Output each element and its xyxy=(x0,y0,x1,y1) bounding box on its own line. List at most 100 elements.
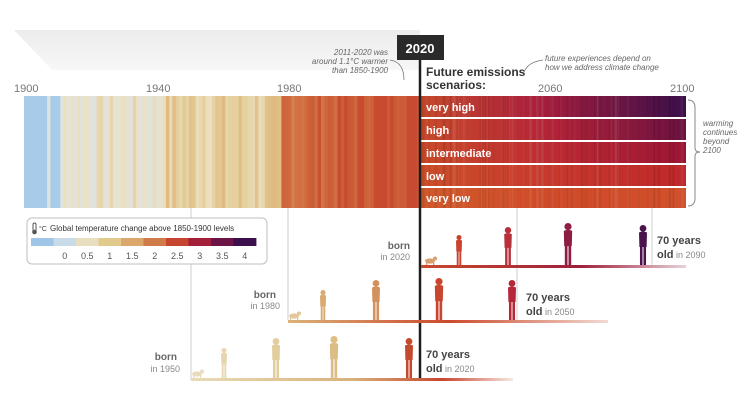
past-stripe xyxy=(80,96,84,208)
svg-text:2100: 2100 xyxy=(702,146,721,155)
legend-swatch xyxy=(31,238,54,246)
header-shade xyxy=(14,30,420,70)
band-separator xyxy=(421,186,686,188)
past-stripe xyxy=(344,96,348,208)
past-stripe xyxy=(116,96,121,208)
band-texture-stripe xyxy=(586,96,588,208)
future-title: Future emissions scenarios: xyxy=(426,65,526,92)
past-stripe xyxy=(37,96,42,208)
band-texture-stripe xyxy=(680,96,682,208)
past-stripe xyxy=(198,96,203,208)
past-stripe xyxy=(255,96,259,208)
legend-tick-label: 3 xyxy=(197,251,202,261)
band-texture-stripe xyxy=(453,96,455,208)
legend-unit: °C xyxy=(39,225,47,233)
past-stripe xyxy=(83,96,88,208)
svg-text:how we address climate change: how we address climate change xyxy=(545,63,659,72)
band-texture-stripe xyxy=(549,96,551,208)
past-stripe xyxy=(261,96,266,208)
band-texture-stripe xyxy=(456,96,458,208)
past-note: 2011-2020 was around 1.1°C warmer than 1… xyxy=(312,48,389,75)
band-texture-stripe xyxy=(454,96,456,208)
svg-text:than 1850-1900: than 1850-1900 xyxy=(332,66,389,75)
band-texture-stripe xyxy=(618,96,621,208)
svg-text:old: old xyxy=(426,363,443,375)
year-1900: 1900 xyxy=(14,83,38,95)
legend-color-scale xyxy=(31,238,257,246)
legend-ticks: 0 0.5 1 1.5 2 2.5 3 3.5 4 xyxy=(62,251,247,261)
band-texture-stripe xyxy=(443,96,445,208)
people-figures xyxy=(192,223,647,378)
past-stripe xyxy=(218,96,223,208)
past-stripe xyxy=(195,96,200,208)
legend-tick-label: 3.5 xyxy=(216,251,229,261)
past-stripe xyxy=(139,96,144,208)
past-stripe xyxy=(165,96,170,208)
scenario-label-very-low: very low xyxy=(426,193,470,205)
past-stripe xyxy=(192,96,197,208)
past-stripe xyxy=(50,96,55,208)
past-stripe xyxy=(264,96,269,208)
past-stripe xyxy=(301,96,306,208)
child-figure xyxy=(456,235,462,265)
band-texture-stripe xyxy=(450,96,452,208)
band-texture-stripe xyxy=(462,96,465,208)
past-stripe xyxy=(317,96,322,208)
band-texture-stripe xyxy=(628,96,630,208)
legend-swatch xyxy=(166,238,189,246)
band-texture-stripe xyxy=(464,96,466,208)
past-stripe xyxy=(30,96,35,208)
past-stripe xyxy=(109,96,114,208)
generation-1950-labels: born in 1950 70 years old in 2020 xyxy=(150,349,474,375)
past-stripe xyxy=(271,96,276,208)
legend-swatch xyxy=(143,238,167,246)
band-texture-stripe xyxy=(511,96,514,208)
past-stripe xyxy=(330,96,335,208)
band-texture-stripe xyxy=(484,96,486,208)
current-year-box xyxy=(397,35,444,60)
band-texture-stripe xyxy=(570,96,573,208)
dog-figure xyxy=(192,369,204,378)
legend-tick-label: 1.5 xyxy=(126,251,139,261)
past-stripe xyxy=(334,96,339,208)
past-stripe xyxy=(99,96,104,208)
past-stripe xyxy=(142,96,147,208)
past-stripe xyxy=(175,96,180,208)
band-texture-stripe xyxy=(487,96,490,208)
past-stripe xyxy=(66,96,71,208)
band-texture-stripe xyxy=(423,96,425,208)
band-texture-stripe xyxy=(434,96,436,208)
past-stripe xyxy=(189,96,193,208)
past-stripe xyxy=(93,96,98,208)
band-texture-stripe xyxy=(584,96,586,208)
band-texture-stripe xyxy=(428,96,430,208)
band-texture-stripe xyxy=(610,96,613,208)
past-stripe xyxy=(159,96,164,208)
past-stripe xyxy=(291,96,296,208)
past-stripe xyxy=(370,96,375,208)
past-stripe xyxy=(179,96,183,208)
band-texture-stripe xyxy=(485,96,487,208)
year-1980: 1980 xyxy=(277,83,301,95)
band-texture-stripe xyxy=(500,96,502,208)
legend-tick-label: 4 xyxy=(242,251,247,261)
past-stripe xyxy=(258,96,263,208)
band-texture-stripe xyxy=(559,96,561,208)
band-texture-stripe xyxy=(493,96,495,208)
band-texture-stripe xyxy=(599,96,602,208)
past-stripe xyxy=(321,96,325,208)
past-stripe xyxy=(103,96,108,208)
past-stripe xyxy=(215,96,220,208)
svg-text:warming: warming xyxy=(703,119,734,128)
generation-2020-labels: born in 2020 70 years old in 2090 xyxy=(380,235,705,262)
svg-text:70 years: 70 years xyxy=(526,292,570,304)
past-stripe xyxy=(231,96,236,208)
band-texture-stripe xyxy=(560,96,562,208)
year-axis: 1900 1940 1980 2060 2100 xyxy=(14,83,694,95)
person-figure xyxy=(272,338,280,378)
person-figure xyxy=(405,338,413,378)
scenario-label-low: low xyxy=(426,171,445,183)
scenario-label-high: high xyxy=(426,125,449,137)
person-figure xyxy=(434,278,444,320)
band-texture-stripe xyxy=(529,96,532,208)
